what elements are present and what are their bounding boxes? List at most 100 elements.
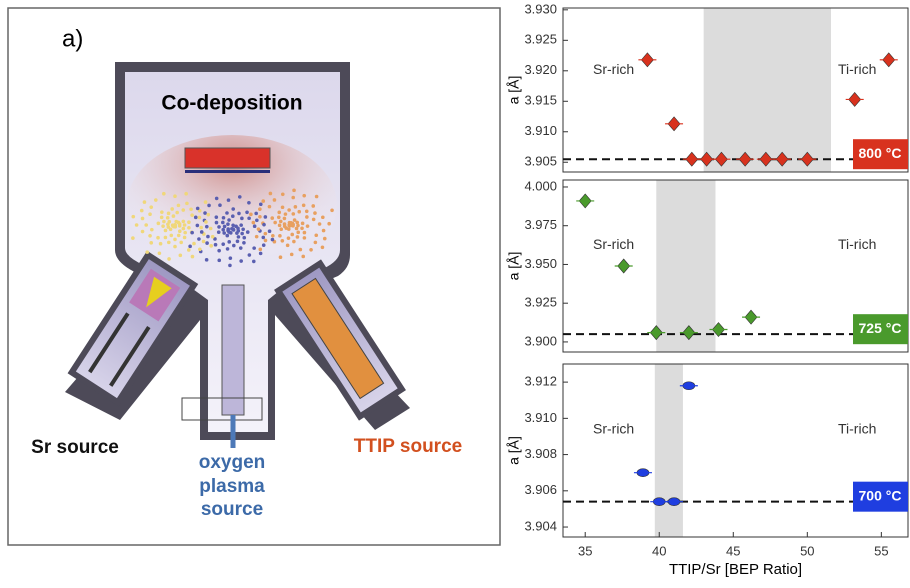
page: {"panel_a":{"label":"a)","chamber_title"… (0, 0, 910, 583)
y-tick-label: 3.930 (524, 1, 557, 16)
particle (259, 202, 263, 206)
particle (221, 221, 225, 225)
particle (242, 241, 246, 245)
particle (149, 241, 153, 245)
particle (131, 236, 135, 240)
particle (205, 225, 209, 229)
particle (196, 224, 200, 228)
particle (287, 208, 291, 212)
particle (204, 200, 208, 204)
particle (154, 198, 158, 202)
particle (167, 212, 171, 216)
particle (273, 221, 277, 225)
particle (269, 192, 273, 196)
particle (217, 230, 221, 234)
y-tick-label: 3.912 (524, 374, 557, 389)
particle (240, 232, 244, 236)
particle (300, 226, 304, 230)
particle (164, 236, 168, 240)
particle (313, 211, 317, 215)
particle (237, 235, 241, 239)
particle (197, 237, 201, 241)
particle (327, 222, 331, 226)
particle (206, 213, 210, 217)
particle (183, 223, 187, 227)
particle (252, 246, 256, 250)
particle (284, 212, 288, 216)
particle (248, 253, 252, 257)
particle (179, 254, 183, 258)
particle (277, 215, 281, 219)
y-tick-label: 3.906 (524, 482, 557, 497)
particle (190, 213, 194, 217)
particle (157, 222, 161, 226)
particle (291, 212, 295, 216)
particle (183, 236, 187, 240)
particle (259, 252, 263, 256)
particle (247, 216, 251, 220)
particle (239, 246, 243, 250)
particle (182, 227, 186, 231)
particle (170, 207, 174, 211)
particle (181, 208, 185, 212)
particle (172, 214, 176, 218)
particle (209, 244, 213, 248)
particle (315, 195, 319, 199)
particle (173, 245, 177, 249)
particle (160, 216, 164, 220)
particle (223, 225, 227, 229)
particle (222, 231, 226, 235)
particle (148, 234, 152, 238)
particle (314, 233, 318, 237)
particle (297, 210, 301, 214)
particle (303, 231, 307, 235)
particle (255, 235, 259, 239)
particle (188, 245, 192, 249)
particle (198, 216, 202, 220)
particle (215, 197, 219, 201)
particle (161, 224, 165, 228)
particle (318, 222, 322, 226)
particle (249, 213, 253, 217)
particle (221, 228, 225, 232)
chamber-title: Co-deposition (161, 92, 302, 115)
x-tick-label: 40 (652, 543, 666, 558)
particle (167, 241, 171, 245)
particle (286, 244, 290, 248)
particle (173, 194, 177, 198)
particle (281, 239, 285, 243)
particle (159, 242, 163, 246)
particle (241, 227, 245, 231)
y-tick-label: 3.910 (524, 410, 557, 425)
particle (321, 245, 325, 249)
particle (264, 239, 268, 243)
particle (312, 218, 316, 222)
particle (230, 227, 234, 231)
particle (156, 236, 160, 240)
particle (302, 194, 306, 198)
particle (309, 248, 313, 252)
particle (148, 212, 152, 216)
source-label: plasma (199, 476, 265, 497)
particle (141, 230, 145, 234)
particle (160, 210, 164, 214)
particle (198, 247, 202, 251)
particle (246, 230, 250, 234)
particle (296, 235, 300, 239)
y-tick-label: 3.975 (524, 217, 557, 232)
particle (227, 198, 231, 202)
particle (226, 222, 230, 226)
particle (279, 220, 283, 224)
particle (292, 189, 296, 193)
particle (314, 241, 318, 245)
shaded-region (704, 8, 831, 172)
x-tick-label: 50 (800, 543, 814, 558)
particle (296, 231, 300, 235)
particle (199, 226, 203, 230)
particle (294, 205, 298, 209)
y-tick-label: 3.920 (524, 62, 557, 77)
particle (204, 220, 208, 224)
particle (182, 220, 186, 224)
particle (179, 241, 183, 245)
particle (261, 199, 265, 203)
